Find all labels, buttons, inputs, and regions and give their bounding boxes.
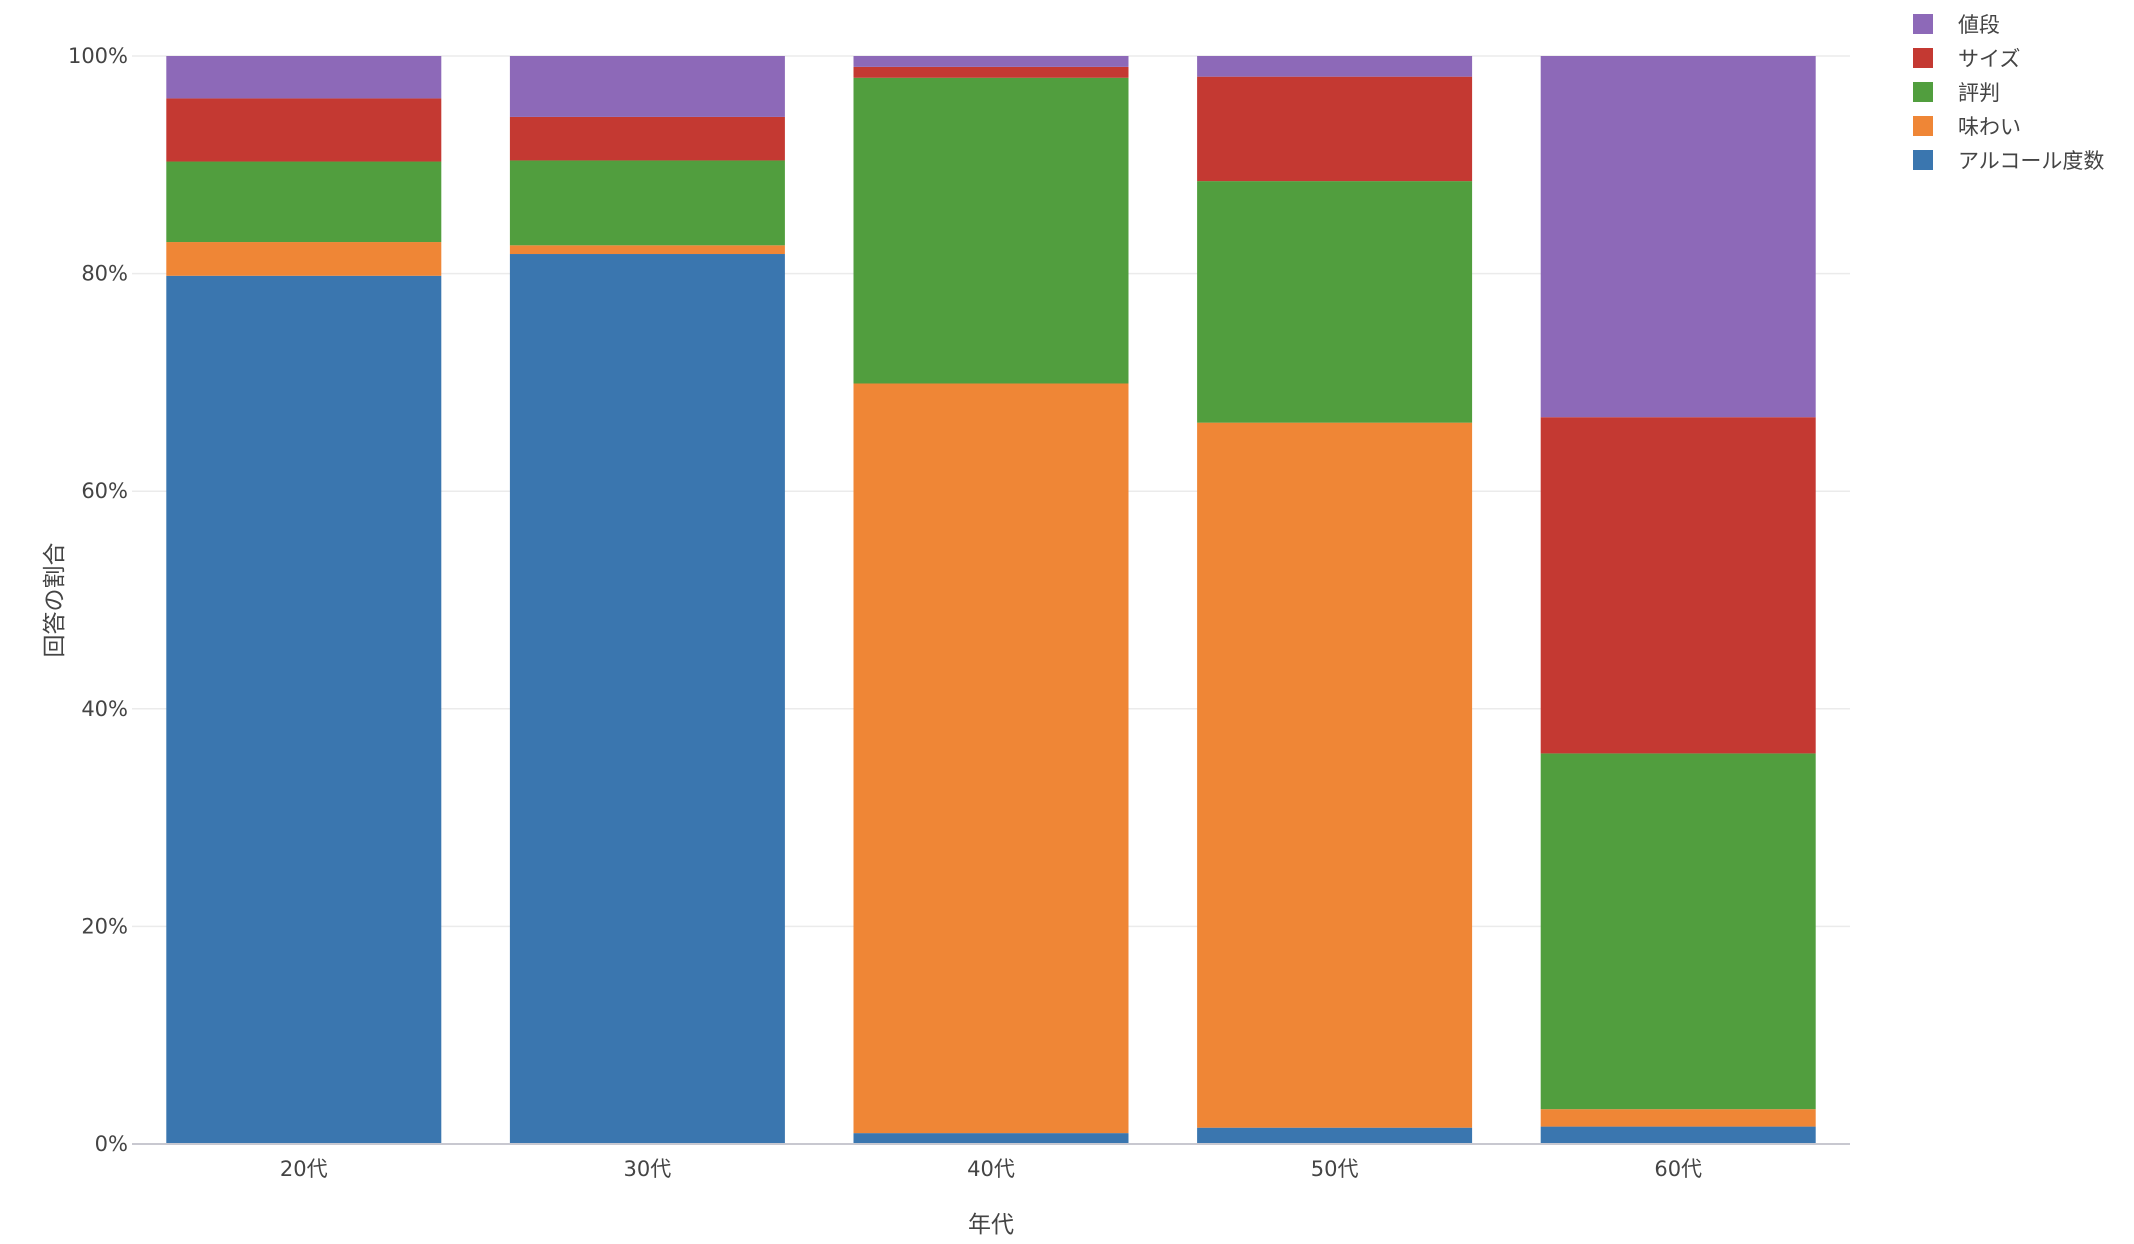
y-tick-label: 80% — [81, 262, 128, 286]
legend-label: 評判 — [1958, 81, 2000, 105]
legend-swatch — [1913, 150, 1933, 170]
bar-segment[interactable] — [853, 77, 1129, 384]
bar-segment[interactable] — [166, 56, 442, 99]
y-tick-label: 20% — [81, 914, 128, 938]
bar-segment[interactable] — [853, 1133, 1129, 1144]
legend-swatch — [1913, 116, 1933, 136]
legend-item[interactable]: 味わい — [1913, 115, 2021, 139]
bars — [166, 56, 1816, 1145]
bar-segment[interactable] — [509, 254, 785, 1145]
y-tick-label: 0% — [95, 1132, 128, 1156]
y-tick-label: 100% — [68, 44, 128, 68]
bar-segment[interactable] — [853, 383, 1129, 1134]
bar-segment[interactable] — [166, 242, 442, 276]
bar-segment[interactable] — [1540, 753, 1816, 1110]
y-tick-label: 60% — [81, 479, 128, 503]
legend-label: アルコール度数 — [1958, 149, 2104, 173]
bar-segment[interactable] — [509, 116, 785, 161]
axes: 0% 20% 40% 60% 80% 100% 20代 30代 40代 50代 60代 — [68, 44, 1850, 1181]
bar-segment[interactable] — [1197, 422, 1473, 1128]
legend-item[interactable]: アルコール度数 — [1913, 149, 2104, 173]
x-tick-label: 60代 — [1654, 1157, 1702, 1181]
bar-segment[interactable] — [509, 245, 785, 255]
legend-item[interactable]: サイズ — [1913, 47, 2020, 71]
bar-segment[interactable] — [1540, 417, 1816, 754]
x-tick-label: 30代 — [624, 1157, 672, 1181]
x-tick-label: 50代 — [1311, 1157, 1359, 1181]
bar-segment[interactable] — [1197, 76, 1473, 182]
legend-label: サイズ — [1958, 47, 2020, 71]
bar-segment[interactable] — [1540, 1109, 1816, 1127]
x-tick-label: 40代 — [967, 1157, 1015, 1181]
bar-segment[interactable] — [853, 66, 1129, 78]
x-axis-title: 年代 — [968, 1212, 1014, 1238]
bar-segment[interactable] — [853, 56, 1129, 67]
y-axis-title: 回答の割合 — [42, 543, 68, 658]
legend-label: 味わい — [1958, 115, 2021, 139]
bar-segment[interactable] — [509, 160, 785, 246]
legend-item[interactable]: 値段 — [1913, 13, 2000, 37]
legend-swatch — [1913, 14, 1933, 34]
bar-segment[interactable] — [509, 56, 785, 117]
bar-segment[interactable] — [1540, 1126, 1816, 1144]
y-tick-label: 40% — [81, 697, 128, 721]
bar-segment[interactable] — [1540, 56, 1816, 418]
bar-segment[interactable] — [166, 161, 442, 243]
legend-swatch — [1913, 48, 1933, 68]
bar-segment[interactable] — [166, 275, 442, 1144]
bar-segment[interactable] — [1197, 181, 1473, 423]
bar-segment[interactable] — [1197, 56, 1473, 77]
bar-segment[interactable] — [1197, 1127, 1473, 1144]
legend-swatch — [1913, 82, 1933, 102]
bar-segment[interactable] — [166, 98, 442, 162]
legend-label: 値段 — [1958, 13, 2000, 37]
x-tick-label: 20代 — [280, 1157, 328, 1181]
legend-item[interactable]: 評判 — [1913, 81, 2000, 105]
